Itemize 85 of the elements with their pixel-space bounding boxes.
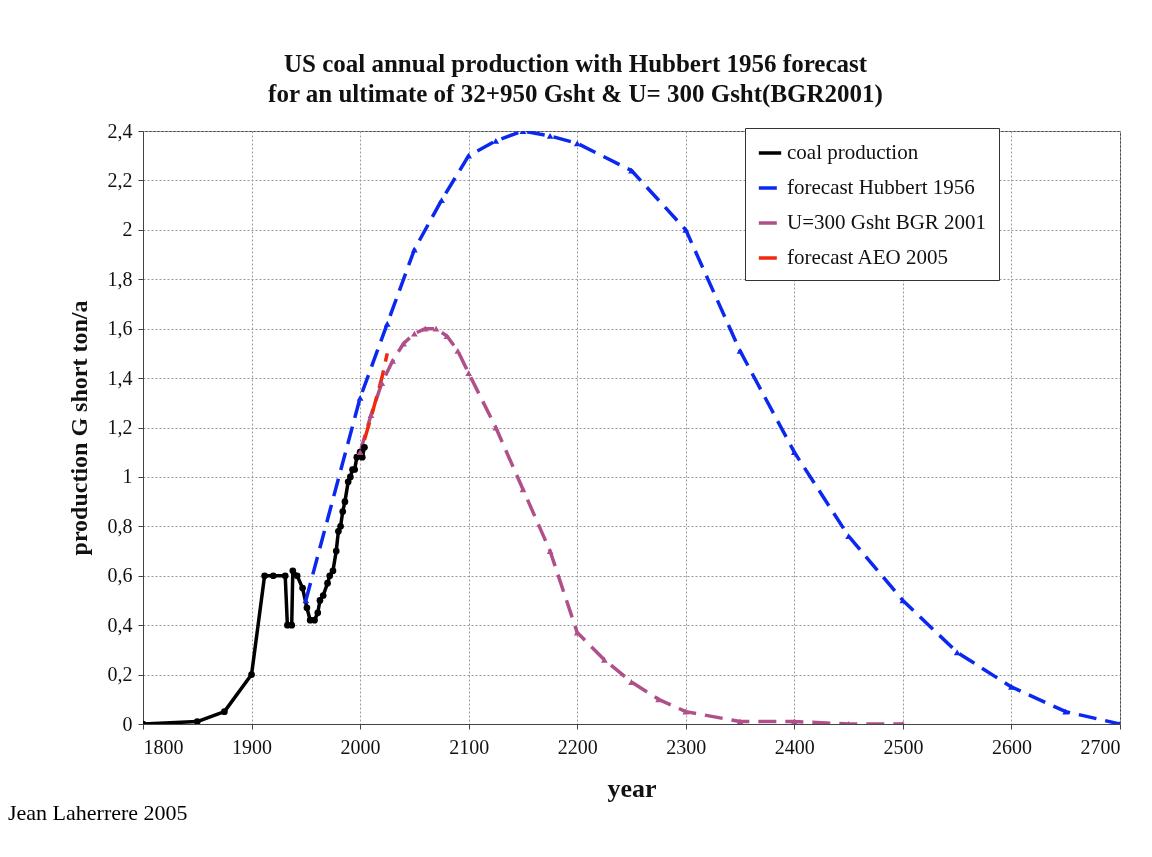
- point: [465, 370, 473, 377]
- text: for an ultimate of 32+950 Gsht & U= 300 Gsht(BGR2001): [268, 80, 883, 107]
- point: [1008, 684, 1015, 690]
- line-series: [362, 351, 389, 442]
- y-tick-label: 0,2: [107, 663, 133, 686]
- point: [316, 597, 324, 604]
- point: [303, 604, 311, 612]
- point: [411, 330, 418, 337]
- point: [339, 508, 347, 515]
- point: [411, 246, 418, 253]
- y-tick-label: 2,4: [107, 119, 133, 142]
- point: [221, 708, 228, 715]
- point: [790, 449, 798, 456]
- point: [438, 197, 445, 204]
- y-tick-label: 0,4: [107, 613, 133, 636]
- point: [1062, 708, 1070, 715]
- x-axis-title: year: [607, 773, 657, 803]
- x-tick-label: 2000: [340, 735, 381, 758]
- point: [329, 567, 337, 575]
- y-tick-label: 0: [122, 712, 133, 735]
- x-tick-label: 1900: [232, 735, 273, 758]
- point: [573, 140, 581, 147]
- point: [299, 584, 306, 592]
- y-tick-label: 1,8: [107, 267, 133, 290]
- point: [314, 609, 322, 617]
- point: [361, 443, 368, 451]
- x-tick-label: 2600: [991, 735, 1032, 758]
- point: [289, 567, 297, 575]
- point: [736, 718, 744, 724]
- point: [682, 226, 690, 233]
- point: [193, 718, 201, 724]
- point: [465, 152, 473, 159]
- y-tick-label: 0,8: [107, 514, 133, 537]
- point: [378, 380, 386, 386]
- point: [288, 621, 296, 629]
- point: [389, 357, 397, 364]
- point: [248, 671, 255, 678]
- point: [421, 325, 429, 332]
- x-tick-label: 2700: [1080, 735, 1121, 758]
- y-tick-label: 1,6: [107, 317, 133, 340]
- point: [367, 412, 375, 419]
- point: [311, 616, 318, 624]
- point: [337, 522, 344, 530]
- text: Jean Laherrere 2005: [8, 800, 188, 826]
- point: [492, 137, 500, 144]
- point: [293, 572, 301, 580]
- y-tick-label: 2,2: [107, 168, 133, 191]
- point: [356, 394, 364, 401]
- x-tick-label: 2100: [449, 735, 490, 758]
- legend-label: forecast Hubbert 1956: [787, 175, 975, 199]
- point: [269, 572, 277, 580]
- point: [341, 498, 349, 505]
- legend-label: coal production: [787, 140, 919, 164]
- point: [319, 592, 327, 599]
- point: [358, 453, 366, 461]
- point: [261, 572, 268, 580]
- x-tick-label: 1800: [143, 735, 184, 758]
- y-tick-label: 1: [122, 465, 133, 488]
- legend-label: forecast AEO 2005: [787, 245, 948, 269]
- legend-label: U=300 Gsht BGR 2001: [787, 210, 987, 234]
- y-tick-label: 1,4: [107, 366, 133, 389]
- point: [519, 486, 527, 493]
- x-tick-label: 2300: [666, 735, 707, 758]
- y-axis-title: production G short ton/a: [65, 300, 92, 556]
- y-tick-label: 2: [122, 218, 133, 241]
- point: [326, 572, 334, 580]
- x-tick-label: 2400: [774, 735, 815, 758]
- point: [454, 348, 462, 354]
- point: [324, 579, 331, 587]
- point: [546, 548, 554, 554]
- point: [682, 708, 690, 715]
- point: [655, 696, 662, 703]
- x-tick-label: 2500: [883, 735, 924, 758]
- y-tick-label: 0,6: [107, 564, 133, 587]
- point: [736, 348, 744, 354]
- point: [346, 473, 354, 481]
- point: [546, 133, 554, 139]
- point: [281, 572, 289, 580]
- point: [432, 325, 440, 332]
- point: [601, 656, 608, 663]
- point: [332, 547, 340, 555]
- text: US coal annual production with Hubbert 1956 forecast: [283, 50, 868, 77]
- y-tick-label: 1,2: [107, 416, 133, 438]
- x-tick-label: 2200: [557, 735, 598, 758]
- point: [383, 320, 391, 327]
